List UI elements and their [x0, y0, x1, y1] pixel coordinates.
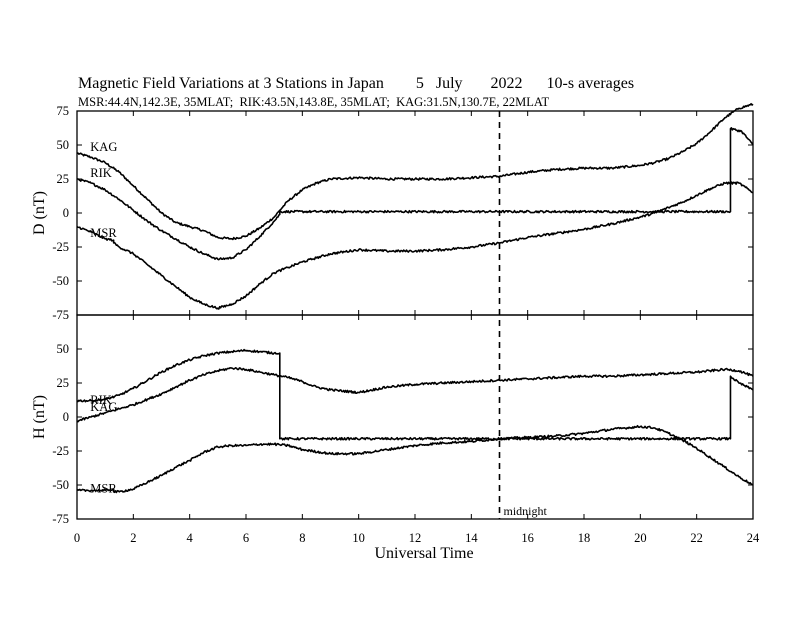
series-line-kag: [76, 102, 754, 241]
series-line-rik: [76, 348, 754, 441]
x-tick-label: 2: [130, 531, 136, 545]
x-tick-labels: 0 2 4 6 8 10 12 14 16 18 20 22 24: [74, 531, 760, 545]
x-tick-label: 0: [74, 531, 80, 545]
x-tick-label: 18: [578, 531, 591, 545]
x-tick-label: 8: [299, 531, 305, 545]
y-tick-label: 50: [57, 138, 70, 152]
series-line-msr: [76, 424, 754, 494]
y-tick-label: 25: [57, 172, 70, 186]
x-tick-label: 20: [634, 531, 647, 545]
y-tick-label: -50: [52, 274, 69, 288]
x-tick-label: 6: [243, 531, 249, 545]
x-tick-label: 24: [747, 531, 760, 545]
x-tick-label: 22: [690, 531, 703, 545]
y-tick-label: 0: [63, 206, 69, 220]
series-label-msr: MSR: [90, 482, 117, 496]
series-label-kag: KAG: [90, 140, 117, 154]
x-tick-label: 14: [465, 531, 478, 545]
panel-d: 75 50 25 0 -25 -50 -75 D (nT) KAG RIK MSR: [31, 102, 754, 322]
annotations: midnight: [498, 111, 548, 519]
chart-title: Magnetic Field Variations at 3 Stations …: [78, 75, 634, 92]
chart-subtitle: MSR:44.4N,142.3E, 35MLAT; RIK:43.5N,143.…: [78, 95, 550, 109]
y-axis-title: H (nT): [31, 395, 48, 439]
y-tick-label: 50: [57, 342, 70, 356]
panel-frame: [76, 314, 754, 520]
x-tick-label: 12: [409, 531, 422, 545]
series-label-rik: RIK: [90, 166, 112, 180]
y-axis-title: D (nT): [31, 191, 48, 235]
series-line-kag: [76, 366, 754, 423]
x-axis-title: Universal Time: [374, 545, 473, 562]
x-tick-label: 16: [521, 531, 534, 545]
x-tick-label: 4: [187, 531, 194, 545]
series-label-kag: KAG: [90, 400, 117, 414]
midnight-label: midnight: [504, 504, 548, 518]
x-tick-label: 10: [352, 531, 365, 545]
series-line-rik: [76, 127, 754, 261]
series-label-msr: MSR: [90, 226, 117, 240]
y-tick-label: 0: [63, 410, 69, 424]
y-tick-label: -25: [52, 240, 69, 254]
y-tick-label: 75: [57, 104, 70, 118]
y-tick-label: -75: [52, 308, 69, 322]
y-tick-label: -75: [52, 512, 69, 526]
y-tick-label: 25: [57, 376, 70, 390]
y-tick-label: -25: [52, 444, 69, 458]
series-line-msr: [76, 181, 754, 310]
series-label-rik: RIK: [90, 393, 112, 407]
y-tick-label: -50: [52, 478, 69, 492]
